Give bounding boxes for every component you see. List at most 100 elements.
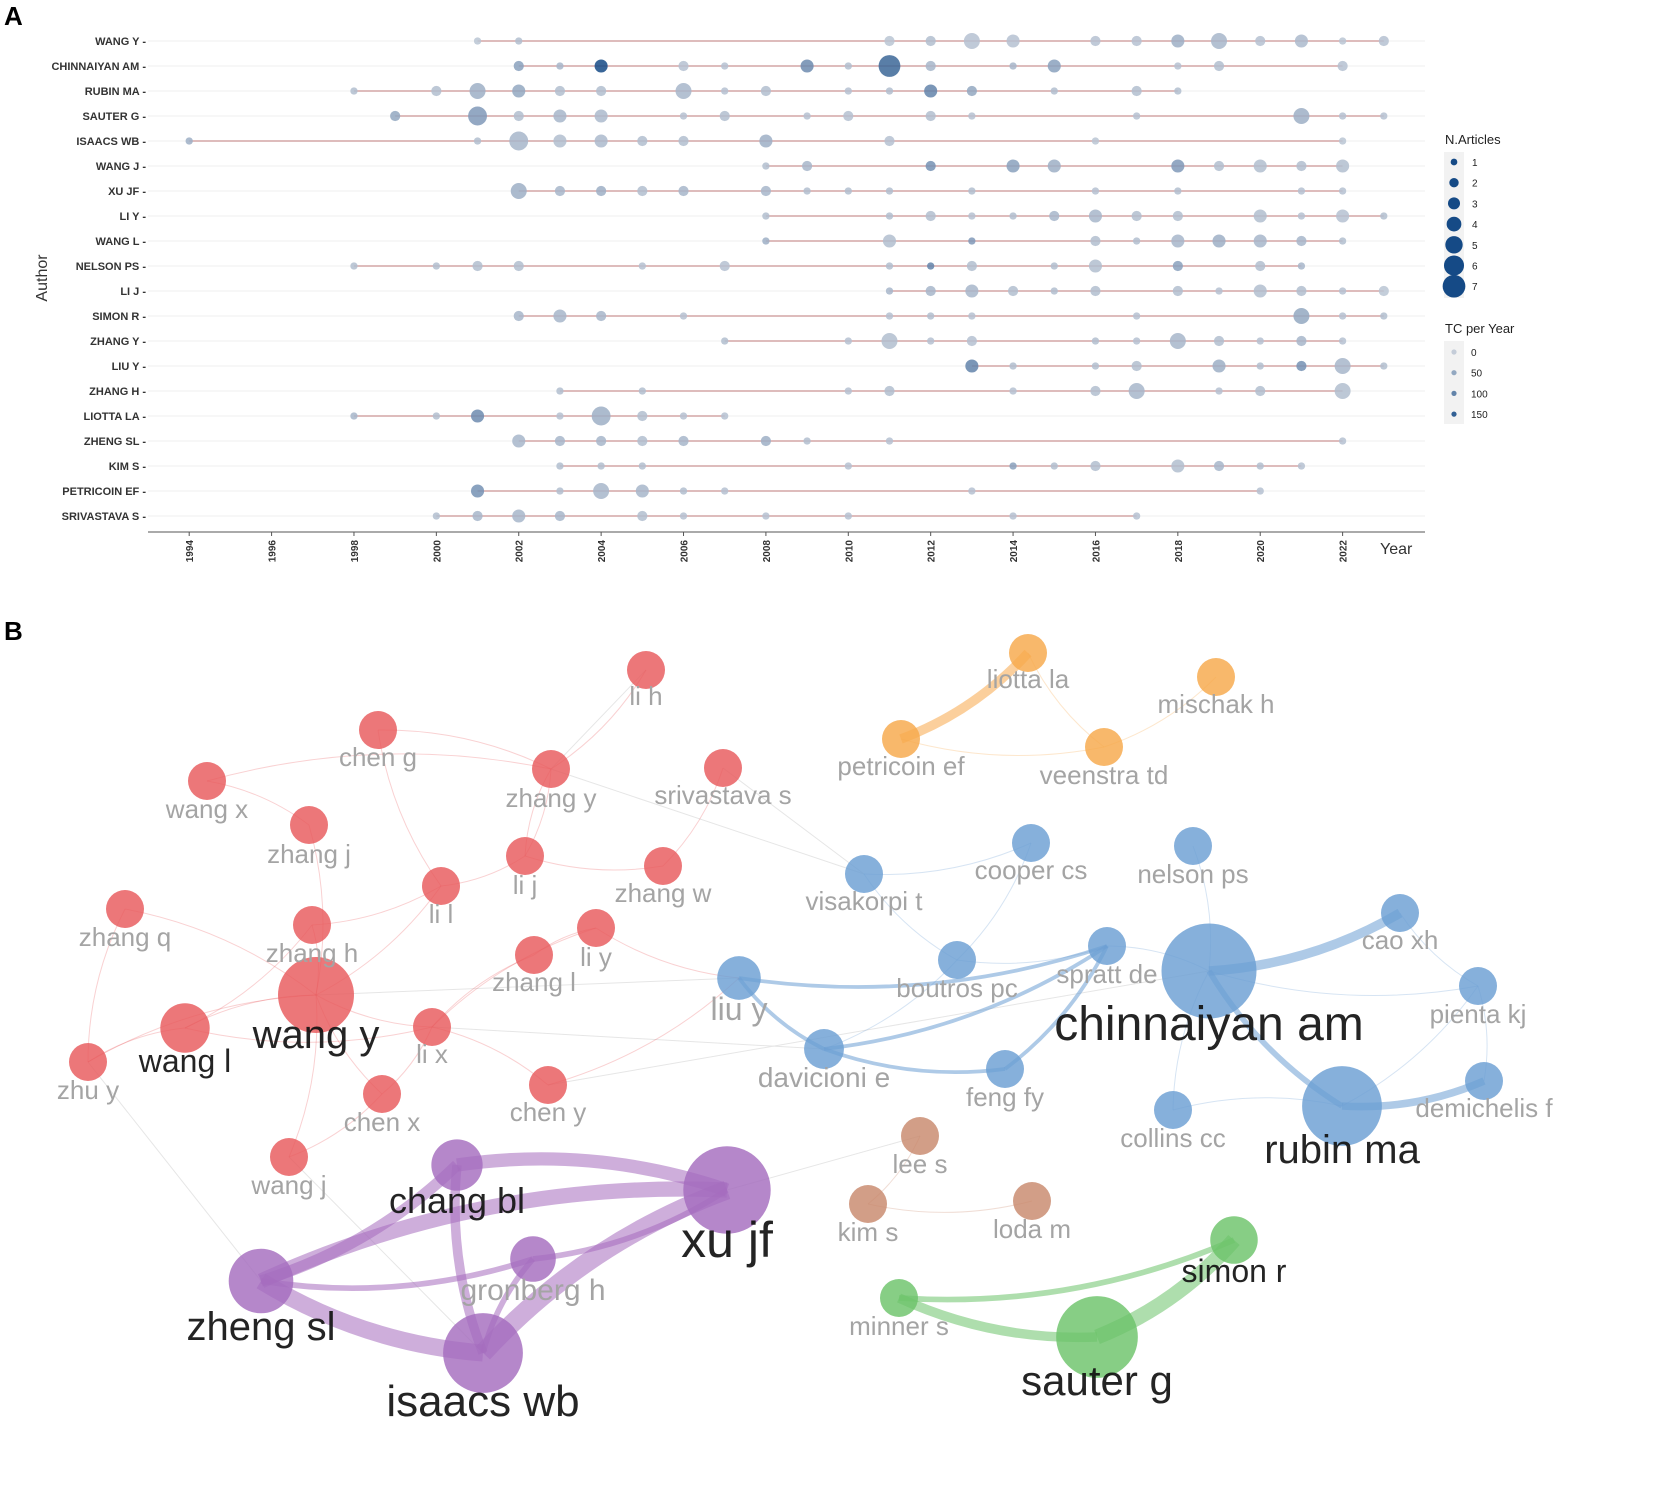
point-zhang-y-2007 — [721, 337, 729, 345]
point-nelson-ps-2018 — [1172, 260, 1183, 272]
point-chinnaiyan-am-2022 — [1337, 60, 1348, 72]
node-visakorpi-t — [845, 855, 883, 893]
node-label-feng-fy: feng fy — [966, 1082, 1044, 1112]
node-cooper-cs — [1012, 824, 1050, 862]
node-zhang-j — [290, 806, 328, 844]
point-zhang-y-2019 — [1213, 335, 1225, 347]
node-zhu-y — [69, 1043, 107, 1081]
x-tick-label-2006: 2006 — [680, 540, 691, 563]
point-li-j-2014 — [1007, 285, 1019, 297]
legend-size-label-6: 6 — [1472, 262, 1478, 273]
node-label-gronberg-h: gronberg h — [460, 1274, 605, 1307]
point-zhang-h-2019 — [1215, 387, 1223, 395]
node-li-y — [577, 909, 615, 947]
point-sauter-g-2003 — [553, 109, 567, 123]
point-chinnaiyan-am-2011 — [878, 55, 901, 77]
point-zhang-h-2011 — [884, 385, 895, 397]
point-chinnaiyan-am-2014 — [1009, 62, 1017, 70]
point-nelson-ps-2005 — [638, 262, 646, 270]
point-wang-l-2011 — [882, 234, 897, 248]
point-xu-jf-2013 — [968, 187, 976, 195]
point-kim-s-2018 — [1171, 459, 1185, 473]
point-nelson-ps-2011 — [885, 262, 894, 270]
node-label-li-x: li x — [416, 1039, 448, 1069]
legend-size-dot-5 — [1445, 236, 1463, 254]
point-li-y-2017 — [1131, 210, 1142, 222]
point-li-y-2013 — [968, 212, 976, 220]
x-tick-label-1994: 1994 — [185, 540, 196, 563]
point-li-y-2021 — [1297, 212, 1306, 220]
edge-wang-l-li-x — [184, 1026, 433, 1043]
point-wang-l-2013 — [968, 237, 976, 245]
legend-color-title: TC per Year — [1445, 321, 1515, 336]
author-label-rubin-ma: RUBIN MA - — [85, 86, 147, 98]
legend-size-label-2: 2 — [1472, 179, 1478, 190]
faint-link-srivastava-s-visakorpi-t — [722, 767, 865, 875]
point-srivastava-s-2002 — [512, 509, 526, 523]
point-wang-y-2018 — [1171, 34, 1185, 48]
node-label-zhu-y: zhu y — [57, 1075, 119, 1105]
node-kim-s — [849, 1185, 887, 1223]
point-wang-y-2021 — [1294, 34, 1308, 48]
point-xu-jf-2021 — [1297, 187, 1306, 195]
point-wang-j-2015 — [1047, 159, 1061, 173]
point-zheng-sl-2004 — [596, 435, 607, 447]
author-label-kim-s: KIM S - — [109, 461, 147, 473]
point-li-j-2021 — [1296, 285, 1307, 297]
point-nelson-ps-2000 — [432, 262, 441, 270]
author-label-nelson-ps: NELSON PS - — [76, 261, 147, 273]
node-wang-x — [188, 762, 226, 800]
point-simon-r-2013 — [968, 312, 976, 320]
node-label-li-l: li l — [429, 899, 454, 929]
node-label-zhang-h: zhang h — [266, 938, 359, 968]
point-sauter-g-2017 — [1132, 112, 1141, 120]
point-zhang-y-2013 — [966, 335, 977, 347]
legend-size-label-5: 5 — [1472, 241, 1478, 252]
node-nelson-ps — [1174, 827, 1212, 865]
node-label-li-y: li y — [580, 942, 612, 972]
point-srivastava-s-2017 — [1132, 512, 1141, 520]
point-isaacs-wb-2006 — [678, 135, 689, 147]
point-liu-y-2016 — [1091, 362, 1100, 370]
node-xu-jf — [683, 1146, 771, 1234]
point-petricoin-ef-2005 — [635, 484, 649, 498]
point-sauter-g-2002 — [513, 110, 524, 122]
point-rubin-ma-2007 — [721, 87, 729, 95]
point-wang-y-2023 — [1378, 35, 1389, 47]
point-petricoin-ef-2004 — [593, 483, 610, 499]
point-petricoin-ef-2007 — [721, 487, 729, 495]
point-li-j-2019 — [1215, 287, 1223, 295]
point-xu-jf-2018 — [1174, 187, 1182, 195]
faint-link-chen-y-chinnaiyan-am — [547, 970, 1210, 1086]
x-tick-label-2016: 2016 — [1091, 540, 1102, 563]
node-label-wang-y: wang y — [252, 1013, 380, 1057]
edge-zhang-y-wang-x — [206, 753, 552, 782]
faint-link-zhang-y-visakorpi-t — [550, 768, 865, 875]
point-xu-jf-2022 — [1338, 187, 1347, 195]
point-li-y-2014 — [1009, 212, 1017, 220]
node-zhang-w — [644, 847, 682, 885]
node-li-x — [413, 1008, 451, 1046]
edge-kim-s-loda-m — [867, 1200, 1033, 1213]
point-kim-s-2020 — [1256, 462, 1264, 470]
point-simon-r-2012 — [927, 312, 935, 320]
point-liotta-la-2007 — [721, 412, 729, 420]
node-gronberg-h — [510, 1236, 556, 1282]
point-li-y-2015 — [1049, 210, 1060, 222]
point-kim-s-2021 — [1297, 462, 1306, 470]
point-chinnaiyan-am-2007 — [721, 62, 729, 70]
node-label-liu-y: liu y — [711, 991, 768, 1027]
x-tick-label-2010: 2010 — [844, 540, 855, 563]
node-label-nelson-ps: nelson ps — [1137, 859, 1248, 889]
point-wang-l-2021 — [1296, 235, 1307, 247]
node-collins-cc — [1154, 1091, 1192, 1129]
panel-label-a: A — [4, 1, 23, 31]
legend-size-dot-7 — [1442, 274, 1466, 298]
point-kim-s-2016 — [1090, 460, 1101, 472]
legend-color-dot-150 — [1451, 411, 1457, 417]
point-isaacs-wb-2003 — [553, 134, 567, 148]
node-label-cooper-cs: cooper cs — [975, 855, 1088, 885]
point-simon-r-2023 — [1380, 312, 1388, 320]
